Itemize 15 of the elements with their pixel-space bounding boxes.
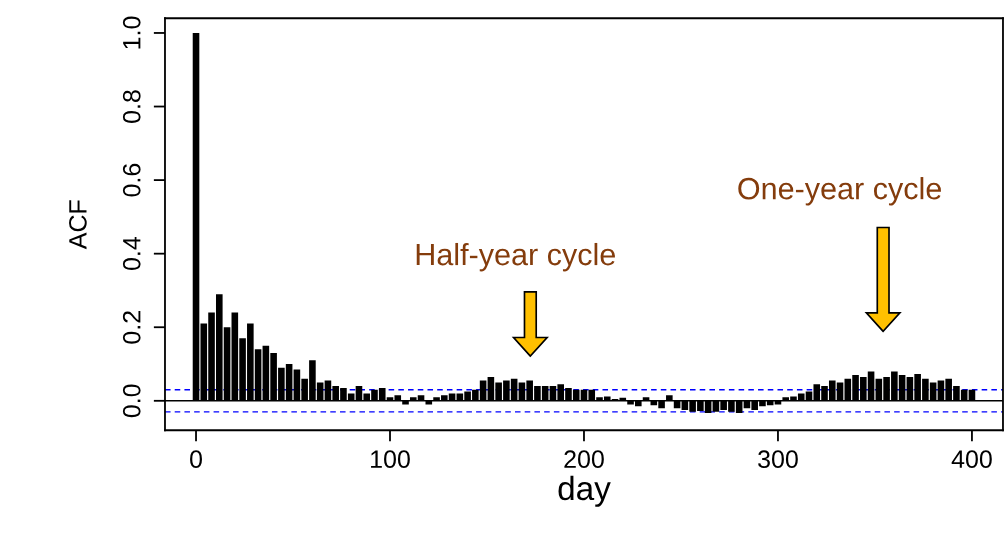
y-tick-label: 0.8 bbox=[122, 90, 141, 123]
y-tick-label: 0.6 bbox=[122, 163, 141, 197]
annotation: Half-year cycle bbox=[416, 242, 615, 272]
x-tick-label: 400 bbox=[951, 450, 992, 469]
x-tick-label: 300 bbox=[758, 450, 798, 469]
y-tick-label: 0.4 bbox=[122, 237, 141, 271]
x-axis-title: day bbox=[558, 475, 611, 507]
y-axis-title: ACF bbox=[69, 200, 87, 250]
y-tick-label: 0.0 bbox=[122, 384, 141, 418]
x-tick-label: 100 bbox=[371, 450, 410, 469]
x-tick-label: 0 bbox=[190, 450, 202, 469]
y-tick-label: 1.0 bbox=[122, 16, 141, 49]
annotation: One-year cycle bbox=[738, 177, 941, 206]
y-tick-label: 0.2 bbox=[122, 311, 141, 344]
x-tick-label: 200 bbox=[564, 450, 604, 469]
